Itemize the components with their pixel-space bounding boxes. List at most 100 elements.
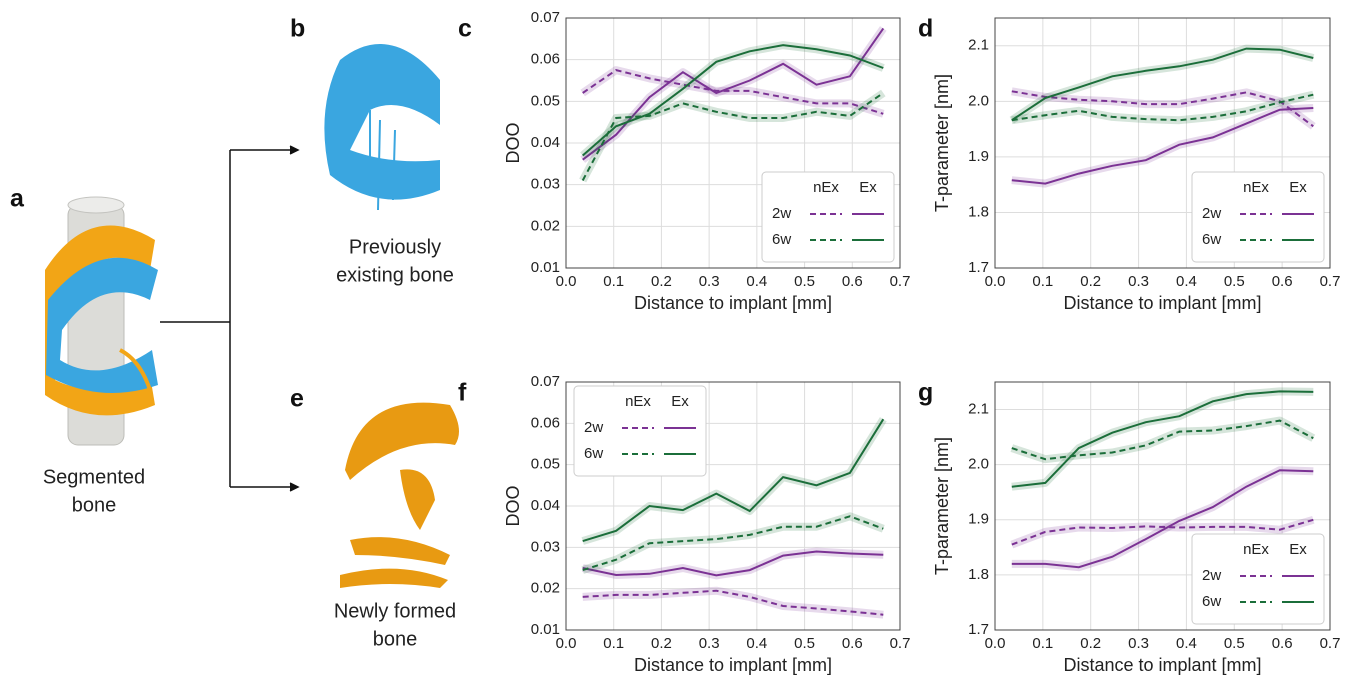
x-tick-label: 0.7 <box>890 273 911 290</box>
x-tick-label: 0.6 <box>842 273 863 290</box>
series-line <box>1011 93 1314 122</box>
x-tick-label: 0.6 <box>1272 635 1293 652</box>
y-tick-label: 2.0 <box>968 92 989 109</box>
series-line <box>582 44 884 157</box>
series-line <box>581 92 884 181</box>
x-tick-label: 0.1 <box>1032 635 1053 652</box>
x-tick-label: 0.4 <box>746 635 767 652</box>
y-tick-label: 0.05 <box>531 92 560 109</box>
x-tick-label: 0.2 <box>651 273 672 290</box>
legend-column-header: nEx <box>1243 541 1269 558</box>
panel-letter: e <box>290 385 304 413</box>
x-tick-label: 0.3 <box>699 635 720 652</box>
existing-bone-image <box>324 44 440 211</box>
x-axis-label: Distance to implant [mm] <box>1063 293 1261 313</box>
legend-row-label: 2w <box>772 205 791 222</box>
series-line <box>582 418 885 543</box>
series-line <box>582 589 884 616</box>
caption: Previously <box>349 236 441 258</box>
legend-row-label: 2w <box>584 419 603 436</box>
series-band <box>1010 416 1316 464</box>
series-line <box>582 550 884 577</box>
x-tick-label: 0.0 <box>985 273 1006 290</box>
y-tick-label: 0.01 <box>531 259 560 276</box>
x-tick-label: 0.5 <box>794 273 815 290</box>
panel-letter: f <box>458 379 467 407</box>
y-tick-label: 2.1 <box>968 37 989 54</box>
legend-column-header: nEx <box>1243 179 1269 196</box>
x-tick-label: 0.3 <box>1128 635 1149 652</box>
y-tick-label: 0.06 <box>531 51 560 68</box>
caption: Newly formed <box>334 600 456 622</box>
plot-frame <box>565 17 901 269</box>
y-tick-label: 0.02 <box>531 217 560 234</box>
segmented-bone-image <box>45 196 158 446</box>
x-tick-label: 0.4 <box>1176 273 1197 290</box>
caption: Segmented <box>43 466 145 488</box>
y-tick-label: 0.01 <box>531 621 560 638</box>
x-axis-label: Distance to implant [mm] <box>634 655 832 675</box>
plot-frame <box>994 17 1331 269</box>
x-axis-label: Distance to implant [mm] <box>1063 655 1261 675</box>
x-tick-label: 0.1 <box>1032 273 1053 290</box>
y-tick-label: 0.06 <box>531 414 560 431</box>
y-tick-label: 1.8 <box>968 566 989 583</box>
x-tick-label: 0.7 <box>890 635 911 652</box>
y-tick-label: 0.05 <box>531 456 560 473</box>
x-tick-label: 0.7 <box>1320 635 1341 652</box>
x-tick-label: 0.0 <box>556 273 577 290</box>
x-tick-label: 0.2 <box>1080 635 1101 652</box>
y-tick-label: 1.7 <box>968 259 989 276</box>
series-line <box>1011 107 1314 185</box>
y-axis-label: DOO <box>503 485 523 526</box>
x-axis-label: Distance to implant [mm] <box>634 293 832 313</box>
series-line <box>1011 47 1314 122</box>
panel-letter: c <box>458 15 472 43</box>
legend-row-label: 6w <box>772 231 791 248</box>
x-tick-label: 0.7 <box>1320 273 1341 290</box>
series-line <box>582 69 884 115</box>
y-tick-label: 2.0 <box>968 456 989 473</box>
y-tick-label: 1.8 <box>968 203 989 220</box>
y-tick-label: 1.7 <box>968 621 989 638</box>
y-tick-label: 0.03 <box>531 538 560 555</box>
y-tick-label: 0.02 <box>531 580 560 597</box>
x-tick-label: 0.5 <box>1224 635 1245 652</box>
legend-row-label: 6w <box>1202 593 1221 610</box>
x-tick-label: 0.5 <box>794 635 815 652</box>
y-tick-label: 0.07 <box>531 373 560 390</box>
arrows <box>160 145 300 492</box>
x-tick-label: 0.3 <box>699 273 720 290</box>
panel-letter: b <box>290 15 305 43</box>
series-line <box>1011 90 1314 128</box>
x-tick-label: 0.5 <box>1224 273 1245 290</box>
panel-letter: a <box>10 185 25 213</box>
x-tick-label: 0.0 <box>556 635 577 652</box>
legend-column-header: nEx <box>813 179 839 196</box>
x-tick-label: 0.3 <box>1128 273 1149 290</box>
plot-frame <box>994 381 1331 631</box>
legend-column-header: Ex <box>859 179 877 196</box>
plot-frame <box>565 381 901 631</box>
x-tick-label: 0.6 <box>842 635 863 652</box>
y-tick-label: 0.07 <box>531 9 560 26</box>
y-tick-label: 0.03 <box>531 176 560 193</box>
x-tick-label: 0.4 <box>1176 635 1197 652</box>
series-line <box>1011 469 1314 569</box>
panel-letter: d <box>918 15 933 43</box>
x-tick-label: 0.4 <box>746 273 767 290</box>
panel-letter: g <box>918 379 933 407</box>
series-line <box>1011 390 1314 488</box>
new-bone-image <box>340 402 459 588</box>
series-line <box>582 27 885 161</box>
y-axis-label: T-parameter [nm] <box>932 437 952 575</box>
legend-row-label: 6w <box>584 445 603 462</box>
series-line <box>582 515 884 572</box>
y-tick-label: 0.04 <box>531 497 560 514</box>
legend-row-label: 6w <box>1202 231 1221 248</box>
x-tick-label: 0.1 <box>603 273 624 290</box>
y-tick-label: 1.9 <box>968 511 989 528</box>
y-axis-label: T-parameter [nm] <box>932 74 952 212</box>
y-tick-label: 2.1 <box>968 401 989 418</box>
